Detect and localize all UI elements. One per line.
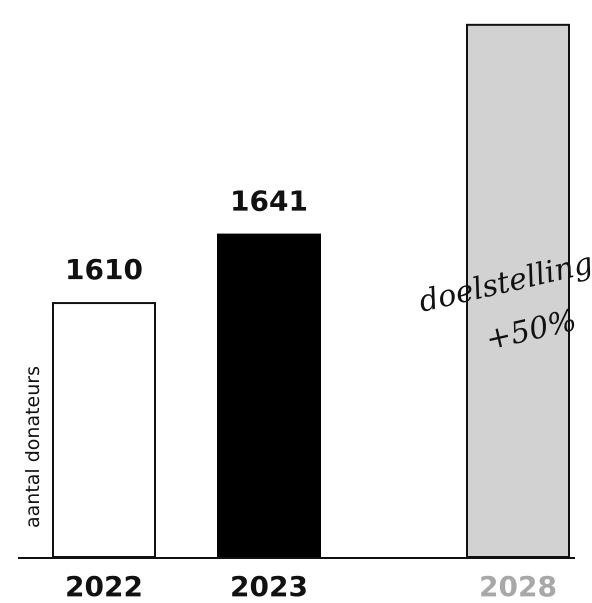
bar-2023 xyxy=(217,233,321,559)
x-tick-label-2022: 2022 xyxy=(65,570,143,603)
bars-group xyxy=(52,23,570,559)
labels-group: 1610 2022 1641 2023 2028 xyxy=(65,185,557,603)
x-tick-label-2023: 2023 xyxy=(230,570,308,603)
x-tick-label-2028: 2028 xyxy=(479,570,557,603)
bar-2022 xyxy=(52,302,156,558)
value-label-2022: 1610 xyxy=(65,253,143,286)
bar-2028 xyxy=(466,23,570,559)
y-axis-label: aantal donateurs xyxy=(22,366,44,528)
value-label-2023: 1641 xyxy=(230,185,308,218)
